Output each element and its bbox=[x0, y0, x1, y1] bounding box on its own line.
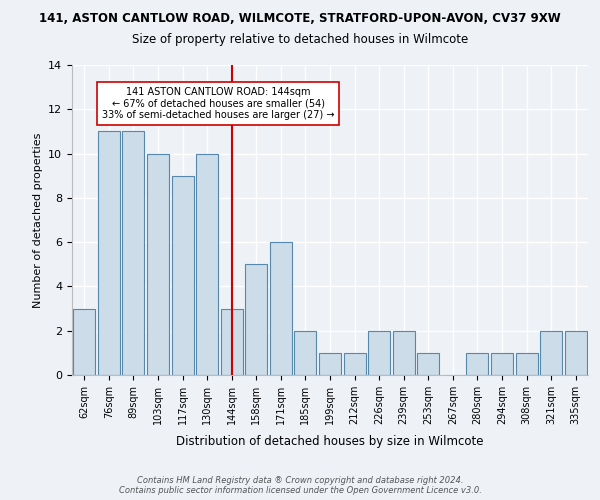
Bar bbox=[221, 308, 243, 375]
Bar bbox=[392, 330, 415, 375]
Bar bbox=[466, 353, 488, 375]
Bar bbox=[147, 154, 169, 375]
Bar bbox=[368, 330, 390, 375]
Bar bbox=[295, 330, 316, 375]
Text: 141 ASTON CANTLOW ROAD: 144sqm
← 67% of detached houses are smaller (54)
33% of : 141 ASTON CANTLOW ROAD: 144sqm ← 67% of … bbox=[102, 87, 334, 120]
Text: Size of property relative to detached houses in Wilmcote: Size of property relative to detached ho… bbox=[132, 32, 468, 46]
X-axis label: Distribution of detached houses by size in Wilmcote: Distribution of detached houses by size … bbox=[176, 435, 484, 448]
Y-axis label: Number of detached properties: Number of detached properties bbox=[32, 132, 43, 308]
Text: 141, ASTON CANTLOW ROAD, WILMCOTE, STRATFORD-UPON-AVON, CV37 9XW: 141, ASTON CANTLOW ROAD, WILMCOTE, STRAT… bbox=[39, 12, 561, 26]
Bar bbox=[245, 264, 268, 375]
Bar bbox=[417, 353, 439, 375]
Bar bbox=[515, 353, 538, 375]
Bar bbox=[540, 330, 562, 375]
Text: Contains HM Land Registry data ® Crown copyright and database right 2024.
Contai: Contains HM Land Registry data ® Crown c… bbox=[119, 476, 481, 495]
Bar bbox=[122, 132, 145, 375]
Bar bbox=[73, 308, 95, 375]
Bar bbox=[565, 330, 587, 375]
Bar bbox=[319, 353, 341, 375]
Bar bbox=[270, 242, 292, 375]
Bar bbox=[344, 353, 365, 375]
Bar bbox=[172, 176, 194, 375]
Bar bbox=[491, 353, 513, 375]
Bar bbox=[196, 154, 218, 375]
Bar bbox=[98, 132, 120, 375]
